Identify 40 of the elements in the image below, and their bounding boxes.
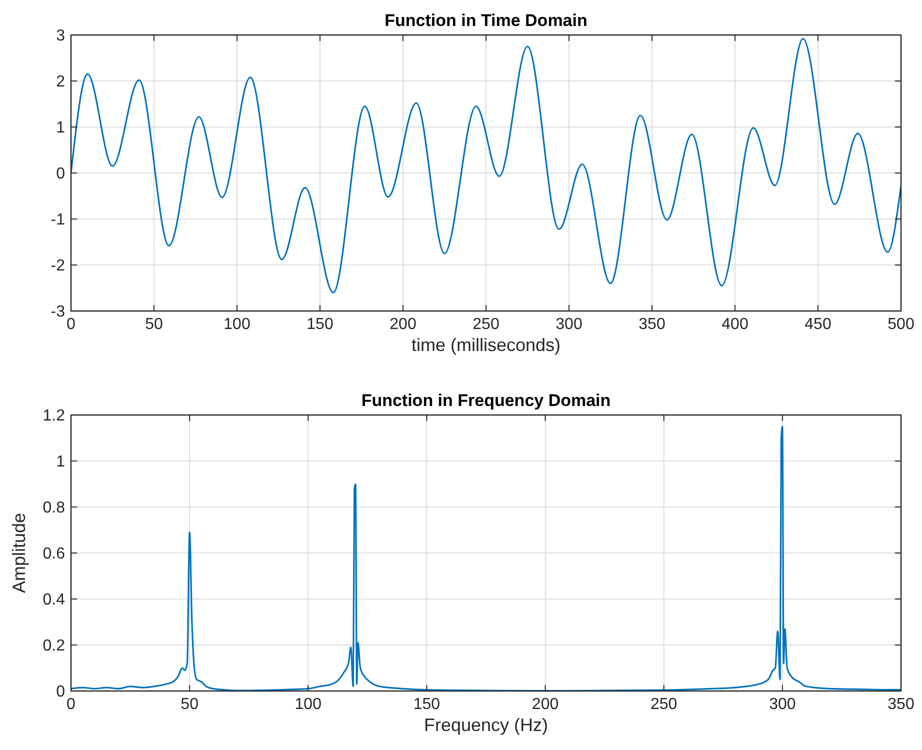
x-tick-label: 450 xyxy=(804,316,832,333)
x-axis-title: time (milliseconds) xyxy=(411,335,561,355)
line-series xyxy=(71,38,901,294)
y-tick-label: -3 xyxy=(50,304,66,321)
x-tick-label: 100 xyxy=(224,316,250,333)
y-tick-label: 1 xyxy=(56,454,66,471)
x-tick-label: 200 xyxy=(390,316,416,333)
chart-title: Function in Time Domain xyxy=(384,11,588,30)
y-tick-label: 0.4 xyxy=(42,592,66,609)
y-tick-label: -2 xyxy=(50,258,66,275)
x-tick-label: 0 xyxy=(66,696,76,713)
x-tick-label: 200 xyxy=(532,696,559,713)
x-tick-label: 500 xyxy=(888,316,914,333)
y-tick-label: 0.2 xyxy=(42,638,66,655)
y-tick-label: 0.8 xyxy=(42,500,66,517)
x-tick-label: 250 xyxy=(650,696,678,713)
x-tick-label: 250 xyxy=(472,316,500,333)
x-tick-label: 350 xyxy=(888,696,914,713)
y-tick-label: 0 xyxy=(56,684,66,701)
x-tick-label: 150 xyxy=(306,316,334,333)
x-axis-title: Frequency (Hz) xyxy=(424,715,548,735)
y-tick-label: 0.6 xyxy=(42,546,66,563)
x-tick-label: 100 xyxy=(294,696,322,713)
y-tick-label: 1 xyxy=(56,120,66,137)
x-tick-label: 50 xyxy=(145,316,163,333)
y-tick-label: 0 xyxy=(56,166,66,183)
x-tick-label: 0 xyxy=(66,316,76,333)
y-axis-title: Amplitude xyxy=(9,512,29,594)
chart-title: Function in Frequency Domain xyxy=(361,391,611,410)
y-tick-label: -1 xyxy=(50,212,66,229)
y-tick-label: 3 xyxy=(56,28,66,45)
y-tick-label: 2 xyxy=(56,74,66,91)
x-tick-label: 300 xyxy=(769,696,796,713)
x-tick-label: 350 xyxy=(638,316,666,333)
line-series xyxy=(71,426,901,692)
x-tick-label: 400 xyxy=(722,316,748,333)
x-tick-label: 150 xyxy=(413,696,440,713)
x-tick-label: 50 xyxy=(180,696,199,713)
y-tick-label: 1.2 xyxy=(42,408,66,425)
x-tick-label: 300 xyxy=(556,316,582,333)
